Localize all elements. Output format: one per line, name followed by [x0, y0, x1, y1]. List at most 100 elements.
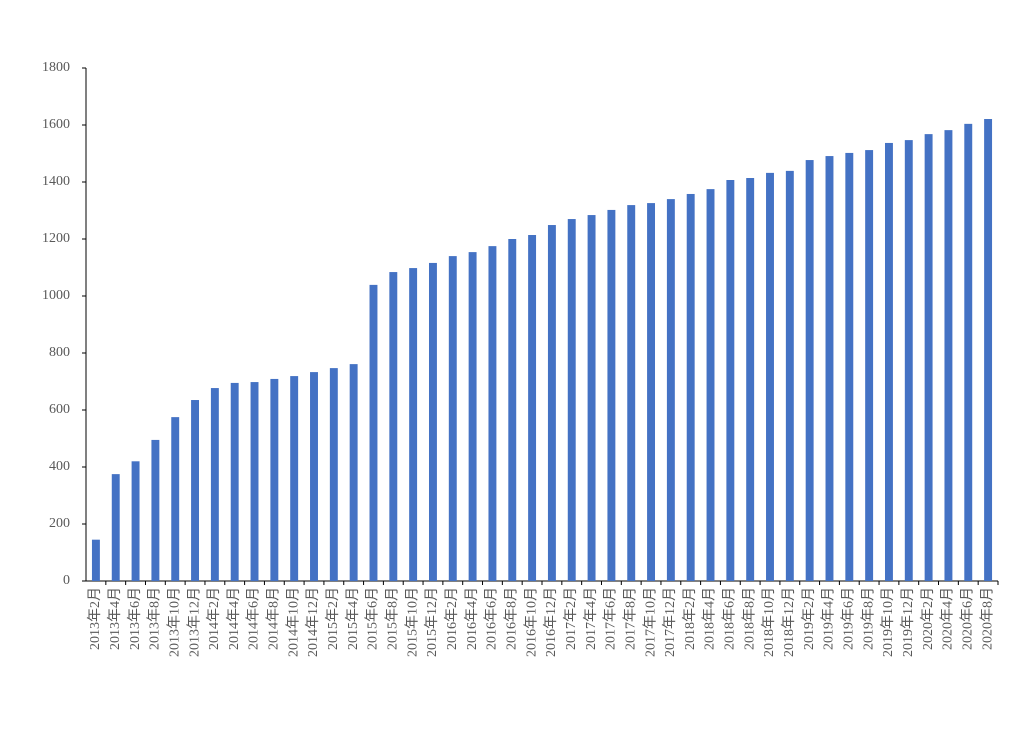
x-tick-label: 2020年4月	[940, 587, 956, 650]
x-tick-label: 2017年4月	[583, 587, 599, 650]
bar	[647, 203, 656, 581]
bar	[210, 388, 219, 581]
bar	[547, 225, 556, 581]
x-tick-label: 2013年6月	[127, 587, 143, 650]
x-tick-label: 2015年4月	[345, 587, 361, 650]
x-tick-label: 2014年8月	[266, 587, 282, 650]
bar	[389, 272, 398, 581]
bar	[191, 400, 200, 581]
bar	[825, 156, 834, 581]
bar	[567, 219, 576, 582]
x-tick-label: 2019年4月	[821, 587, 837, 650]
y-tick-label: 1400	[42, 174, 70, 189]
x-tick-label: 2016年2月	[444, 587, 460, 650]
x-tick-label: 2019年8月	[860, 587, 876, 650]
bar	[290, 376, 299, 581]
bar	[349, 364, 358, 581]
bar	[468, 252, 477, 582]
y-tick-label: 1800	[42, 60, 70, 75]
x-tick-label: 2015年10月	[404, 587, 420, 657]
x-tick-label: 2015年2月	[325, 587, 341, 650]
x-tick-label: 2017年8月	[622, 587, 638, 650]
bar	[111, 474, 120, 581]
y-tick-label: 1600	[42, 117, 70, 132]
x-tick-label: 2020年2月	[920, 587, 936, 650]
bar	[310, 372, 318, 581]
bar	[746, 178, 755, 581]
bar	[944, 130, 953, 581]
x-tick-label: 2017年12月	[662, 587, 678, 657]
x-tick-label: 2015年8月	[385, 587, 401, 650]
x-tick-label: 2014年6月	[246, 587, 262, 650]
y-tick-label: 200	[49, 516, 70, 531]
x-tick-label: 2016年8月	[503, 587, 519, 650]
bar	[865, 150, 874, 581]
x-tick-label: 2013年8月	[147, 587, 163, 650]
bar	[627, 205, 636, 581]
bar	[270, 378, 279, 581]
bar	[488, 246, 497, 581]
x-tick-label: 2018年4月	[702, 587, 718, 650]
bar	[666, 199, 675, 581]
bar	[884, 142, 893, 581]
bar	[448, 256, 457, 581]
x-tick-label: 2015年6月	[365, 587, 381, 650]
bar	[924, 134, 933, 581]
x-tick-label: 2014年4月	[226, 587, 242, 650]
x-tick-label: 2014年2月	[206, 587, 222, 650]
x-tick-label: 2017年2月	[563, 587, 579, 650]
y-tick-label: 800	[49, 345, 70, 360]
bar	[607, 209, 616, 581]
x-tick-label: 2015年12月	[424, 587, 440, 657]
x-tick-label: 2013年4月	[107, 587, 123, 650]
bar	[151, 439, 160, 581]
x-tick-label: 2019年6月	[841, 587, 857, 650]
bar	[508, 239, 517, 581]
bar	[845, 152, 854, 581]
x-tick-label: 2020年8月	[979, 587, 995, 650]
x-tick-label: 2013年2月	[87, 587, 103, 650]
y-tick-label: 0	[63, 573, 70, 588]
bar	[369, 284, 378, 581]
bar	[785, 170, 794, 581]
bar	[706, 189, 715, 581]
x-tick-label: 2020年6月	[959, 587, 975, 650]
bar	[91, 539, 100, 581]
x-tick-label: 2016年12月	[543, 587, 559, 657]
x-tick-label: 2019年2月	[801, 587, 817, 650]
x-tick-label: 2019年12月	[900, 587, 916, 657]
bar	[250, 382, 259, 581]
bar	[964, 123, 973, 582]
x-tick-label: 2016年6月	[484, 587, 500, 650]
bar	[984, 119, 993, 581]
x-tick-label: 2013年12月	[186, 587, 202, 657]
x-tick-label: 2018年12月	[781, 587, 797, 657]
bar	[587, 215, 596, 581]
y-tick-label: 400	[49, 459, 70, 474]
x-tick-label: 2018年6月	[722, 587, 738, 650]
bar	[726, 180, 735, 581]
y-tick-label: 600	[49, 402, 70, 417]
y-tick-label: 1000	[42, 288, 70, 303]
x-tick-label: 2013年10月	[166, 587, 182, 657]
x-tick-label: 2019年10月	[880, 587, 896, 657]
bar	[171, 417, 180, 581]
x-tick-label: 2014年10月	[285, 587, 301, 657]
bar	[131, 461, 140, 581]
bar	[805, 160, 814, 581]
x-tick-label: 2018年10月	[761, 587, 777, 657]
x-tick-label: 2017年10月	[642, 587, 658, 657]
x-tick-label: 2016年4月	[464, 587, 480, 650]
x-tick-label: 2018年2月	[682, 587, 698, 650]
x-tick-label: 2016年10月	[523, 587, 539, 657]
bar	[528, 235, 537, 581]
bar	[766, 172, 774, 581]
bar	[230, 382, 239, 581]
bar	[686, 193, 695, 581]
bar	[409, 268, 418, 581]
x-tick-label: 2017年6月	[603, 587, 619, 650]
bar	[428, 262, 437, 581]
x-tick-label: 2018年8月	[741, 587, 757, 650]
bar	[329, 368, 338, 581]
